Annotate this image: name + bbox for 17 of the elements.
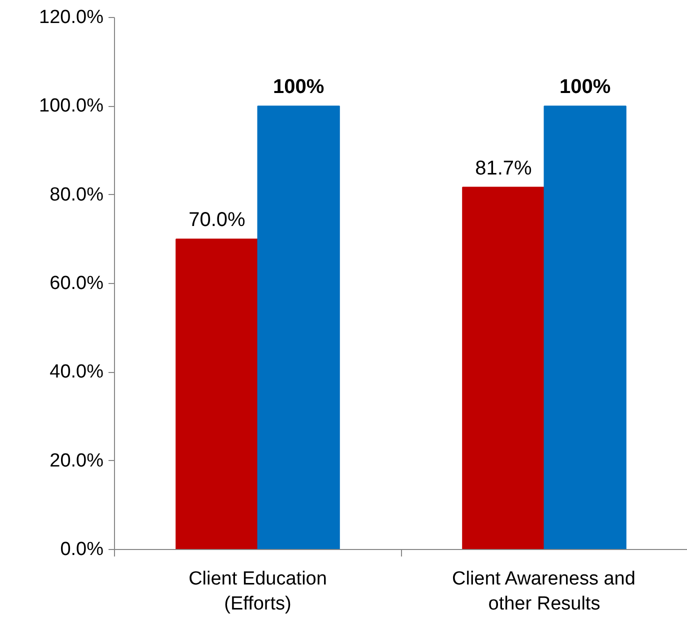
y-tick-label: 20.0% (50, 450, 104, 472)
x-tick-label: Client Awareness and other Results (452, 568, 636, 615)
bar (257, 106, 340, 550)
data-label: 81.7% (475, 157, 532, 180)
bar (544, 106, 626, 550)
x-tick-label: Client Education (Efforts) (188, 568, 327, 615)
data-label: 100% (560, 76, 611, 98)
y-tick-label: 80.0% (50, 184, 104, 206)
y-tick-label: 100.0% (39, 96, 104, 117)
y-tick-label: 120.0% (39, 7, 104, 28)
data-label: 100% (273, 76, 324, 98)
bar (462, 186, 545, 550)
bar (176, 238, 258, 550)
y-tick-label: 60.0% (50, 273, 104, 294)
y-tick-label: 0.0% (60, 539, 104, 560)
data-label: 70.0% (188, 209, 246, 232)
y-tick-label: 40.0% (50, 362, 104, 383)
